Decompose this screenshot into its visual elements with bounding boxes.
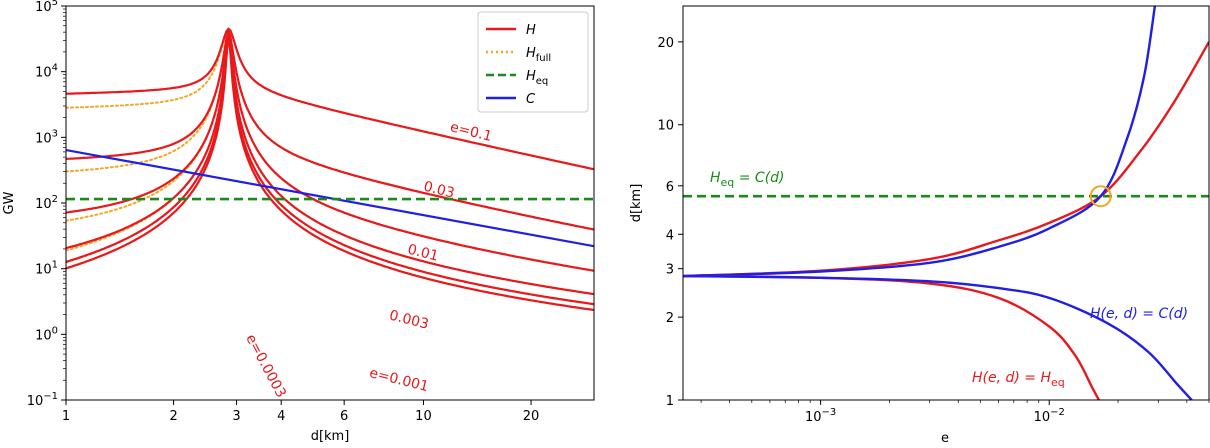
annotation-heq-cd: Heq = C(d) — [710, 170, 785, 189]
right-y-tick-label: 10 — [657, 119, 674, 134]
right-y-tick-label: 4 — [666, 228, 674, 243]
h-series — [66, 32, 594, 306]
h-series — [66, 32, 594, 296]
left-x-tick-label: 10 — [415, 409, 432, 424]
right-series — [683, 41, 1209, 278]
right-axes: 10−3 10−2 1 2 3 4 6 10 20 — [657, 36, 1210, 425]
right-x-axis-label: e — [941, 431, 949, 446]
annotation-h-c: H(e, d) = C(d) — [1090, 306, 1188, 322]
legend-label: Heq — [526, 69, 548, 87]
right-series — [683, 6, 1157, 278]
h-series — [66, 31, 594, 272]
intersection-marker — [1089, 185, 1112, 208]
left-y-tick-label: 103 — [35, 128, 58, 146]
legend-label: Hfull — [526, 46, 551, 64]
left-plot-curves — [66, 27, 594, 312]
annotation-h-heq: H(e, d) = Heq — [972, 370, 1065, 389]
left-y-axis-label: GW — [2, 191, 17, 214]
left-y-tick-label: 102 — [35, 194, 58, 212]
left-x-tick-label: 3 — [232, 409, 240, 424]
right-y-tick-label: 2 — [666, 311, 674, 326]
legend-label: H — [526, 23, 536, 38]
left-x-tick-label: 4 — [277, 409, 285, 424]
right-y-tick-label: 6 — [666, 180, 674, 195]
c-series — [66, 148, 594, 248]
h-series — [66, 28, 594, 231]
h-series-label: 0.003 — [388, 308, 431, 333]
h-series-label: 0.01 — [406, 242, 440, 265]
right-y-tick-label: 20 — [657, 36, 674, 51]
right-plot-curves — [683, 6, 1209, 400]
h-series — [66, 27, 594, 171]
right-y-axis-label: d[km] — [629, 184, 644, 223]
left-y-tick-label: 10−1 — [27, 391, 58, 409]
right-chart: 10−3 10−2 1 2 3 4 6 10 20 Heq = C(d) H(e, d) = C(… — [629, 5, 1210, 446]
left-x-tick-label: 2 — [169, 409, 177, 424]
legend-box — [477, 11, 589, 113]
left-y-tick-label: 104 — [35, 63, 58, 81]
right-y-tick-label: 3 — [666, 263, 674, 278]
legend: H Hfull Heq C — [477, 11, 589, 113]
h-series-label: e=0.0003 — [242, 332, 289, 401]
right-x-tick-label: 10−3 — [805, 407, 836, 425]
left-axes: 1 2 3 4 6 10 20 10−1 100 101 102 103 104 105 — [27, 0, 540, 424]
right-x-tick-label: 10−2 — [1034, 407, 1065, 425]
h-series-label: 0.03 — [422, 179, 456, 202]
right-series — [683, 274, 1193, 400]
right-plot-frame — [682, 5, 1210, 401]
h-series — [66, 32, 594, 312]
left-x-tick-label: 1 — [62, 409, 70, 424]
right-y-tick-label: 1 — [666, 394, 674, 409]
left-y-tick-label: 101 — [35, 260, 58, 278]
left-x-tick-label: 20 — [523, 409, 540, 424]
left-x-axis-label: d[km] — [311, 429, 350, 444]
legend-label: C — [526, 92, 536, 107]
left-y-tick-label: 105 — [35, 0, 58, 15]
h-series-label: e=0.001 — [368, 365, 431, 395]
left-y-tick-label: 100 — [35, 325, 58, 343]
left-x-tick-label: 6 — [340, 409, 348, 424]
right-annotations: Heq = C(d) H(e, d) = C(d) H(e, d) = Heq — [710, 170, 1188, 389]
